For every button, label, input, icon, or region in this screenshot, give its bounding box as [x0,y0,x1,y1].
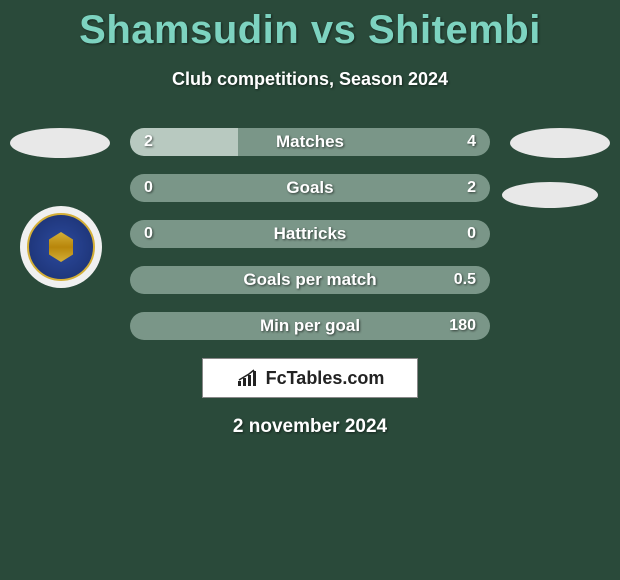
player-photo-placeholder-left [10,128,110,158]
stat-value-right: 180 [449,312,476,340]
branding-box[interactable]: FcTables.com [202,358,418,398]
stat-label: Goals per match [130,266,490,294]
stat-row-gpm: Goals per match 0.5 [130,266,490,294]
stat-label: Matches [130,128,490,156]
stat-value-right: 0.5 [454,266,476,294]
stat-label: Min per goal [130,312,490,340]
stat-value-right: 4 [467,128,476,156]
stat-value-right: 2 [467,174,476,202]
player-photo-placeholder-right-1 [510,128,610,158]
branding-text: FcTables.com [266,368,385,389]
stat-row-hattricks: 0 Hattricks 0 [130,220,490,248]
comparison-panel: 2 Matches 4 0 Goals 2 0 Hattricks 0 Goal… [0,128,620,340]
stat-row-goals: 0 Goals 2 [130,174,490,202]
stat-row-matches: 2 Matches 4 [130,128,490,156]
page-subtitle: Club competitions, Season 2024 [0,69,620,90]
stat-label: Hattricks [130,220,490,248]
page-title: Shamsudin vs Shitembi [0,0,620,53]
footer-date: 2 november 2024 [0,416,620,438]
stat-value-right: 0 [467,220,476,248]
club-badge-left [20,206,102,288]
chart-icon [236,369,260,387]
stat-label: Goals [130,174,490,202]
player-photo-placeholder-right-2 [502,182,598,208]
stat-bars: 2 Matches 4 0 Goals 2 0 Hattricks 0 Goal… [130,128,490,340]
stat-row-mpg: Min per goal 180 [130,312,490,340]
club-badge-crest [27,213,95,281]
